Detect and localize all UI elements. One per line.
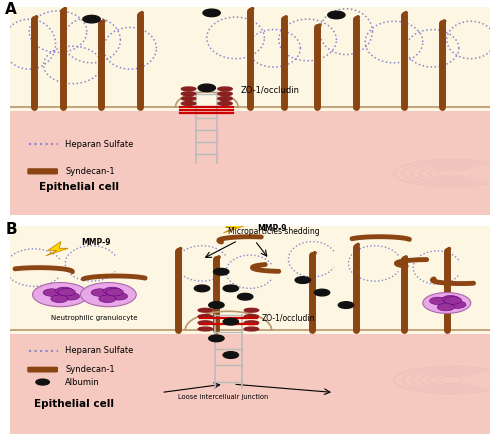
Ellipse shape [244, 327, 258, 331]
Ellipse shape [218, 87, 232, 91]
Ellipse shape [182, 97, 196, 101]
Ellipse shape [198, 315, 212, 319]
Ellipse shape [198, 327, 212, 331]
Text: B: B [5, 222, 17, 237]
Circle shape [423, 292, 471, 313]
Ellipse shape [244, 315, 258, 319]
Text: Heparan Sulfate: Heparan Sulfate [65, 346, 134, 355]
Circle shape [444, 297, 462, 304]
Circle shape [104, 287, 121, 295]
Ellipse shape [198, 308, 212, 312]
Circle shape [208, 302, 224, 308]
Circle shape [43, 289, 60, 296]
Text: Epithelial cell: Epithelial cell [34, 399, 114, 409]
Circle shape [80, 283, 136, 307]
Text: Microparticles shedding: Microparticles shedding [228, 227, 320, 237]
Circle shape [314, 289, 330, 296]
Ellipse shape [182, 87, 196, 91]
Polygon shape [46, 241, 68, 256]
Text: Heparan Sulfate: Heparan Sulfate [65, 140, 134, 148]
Circle shape [442, 295, 460, 303]
Text: MMP-9: MMP-9 [81, 238, 110, 247]
Bar [10, 330, 490, 434]
Circle shape [223, 285, 238, 292]
Circle shape [58, 288, 76, 296]
Ellipse shape [244, 321, 258, 325]
Ellipse shape [218, 101, 232, 105]
Circle shape [83, 16, 100, 23]
Ellipse shape [198, 321, 212, 325]
Text: A: A [5, 3, 17, 17]
Circle shape [99, 295, 116, 303]
Circle shape [430, 297, 447, 305]
Circle shape [328, 11, 345, 19]
Text: Epithelial cell: Epithelial cell [39, 182, 119, 192]
Text: ZO-1/occludin: ZO-1/occludin [262, 313, 316, 322]
Text: Albumin: Albumin [65, 377, 100, 387]
Ellipse shape [182, 101, 196, 105]
Circle shape [36, 379, 50, 385]
Circle shape [110, 292, 128, 300]
Circle shape [223, 352, 238, 358]
Circle shape [295, 277, 310, 284]
Circle shape [91, 289, 108, 296]
Circle shape [32, 283, 88, 307]
Text: Syndecan-1: Syndecan-1 [65, 365, 115, 374]
Circle shape [448, 301, 466, 308]
Bar [10, 226, 490, 334]
Ellipse shape [218, 97, 232, 101]
Circle shape [106, 288, 124, 296]
Circle shape [194, 285, 210, 292]
Circle shape [51, 295, 68, 303]
Text: Neutrophilic granulocyte: Neutrophilic granulocyte [51, 315, 138, 321]
Circle shape [338, 302, 353, 308]
Circle shape [208, 335, 224, 342]
Ellipse shape [182, 92, 196, 96]
Bar [10, 107, 490, 215]
Circle shape [198, 84, 216, 92]
Circle shape [62, 292, 80, 300]
Text: ZO-1/occludin: ZO-1/occludin [240, 85, 300, 94]
Ellipse shape [244, 308, 258, 312]
Circle shape [223, 319, 238, 325]
FancyBboxPatch shape [28, 367, 58, 373]
Polygon shape [224, 219, 246, 233]
Circle shape [238, 293, 253, 300]
Ellipse shape [218, 92, 232, 96]
Circle shape [56, 287, 73, 295]
Text: Loose intercellualr junction: Loose intercellualr junction [178, 394, 268, 400]
Bar [10, 7, 490, 111]
Circle shape [203, 9, 220, 17]
Circle shape [437, 303, 454, 311]
Text: MMP-9: MMP-9 [258, 224, 287, 233]
Circle shape [214, 268, 229, 275]
Text: Syndecan-1: Syndecan-1 [65, 167, 115, 176]
FancyBboxPatch shape [28, 168, 58, 175]
